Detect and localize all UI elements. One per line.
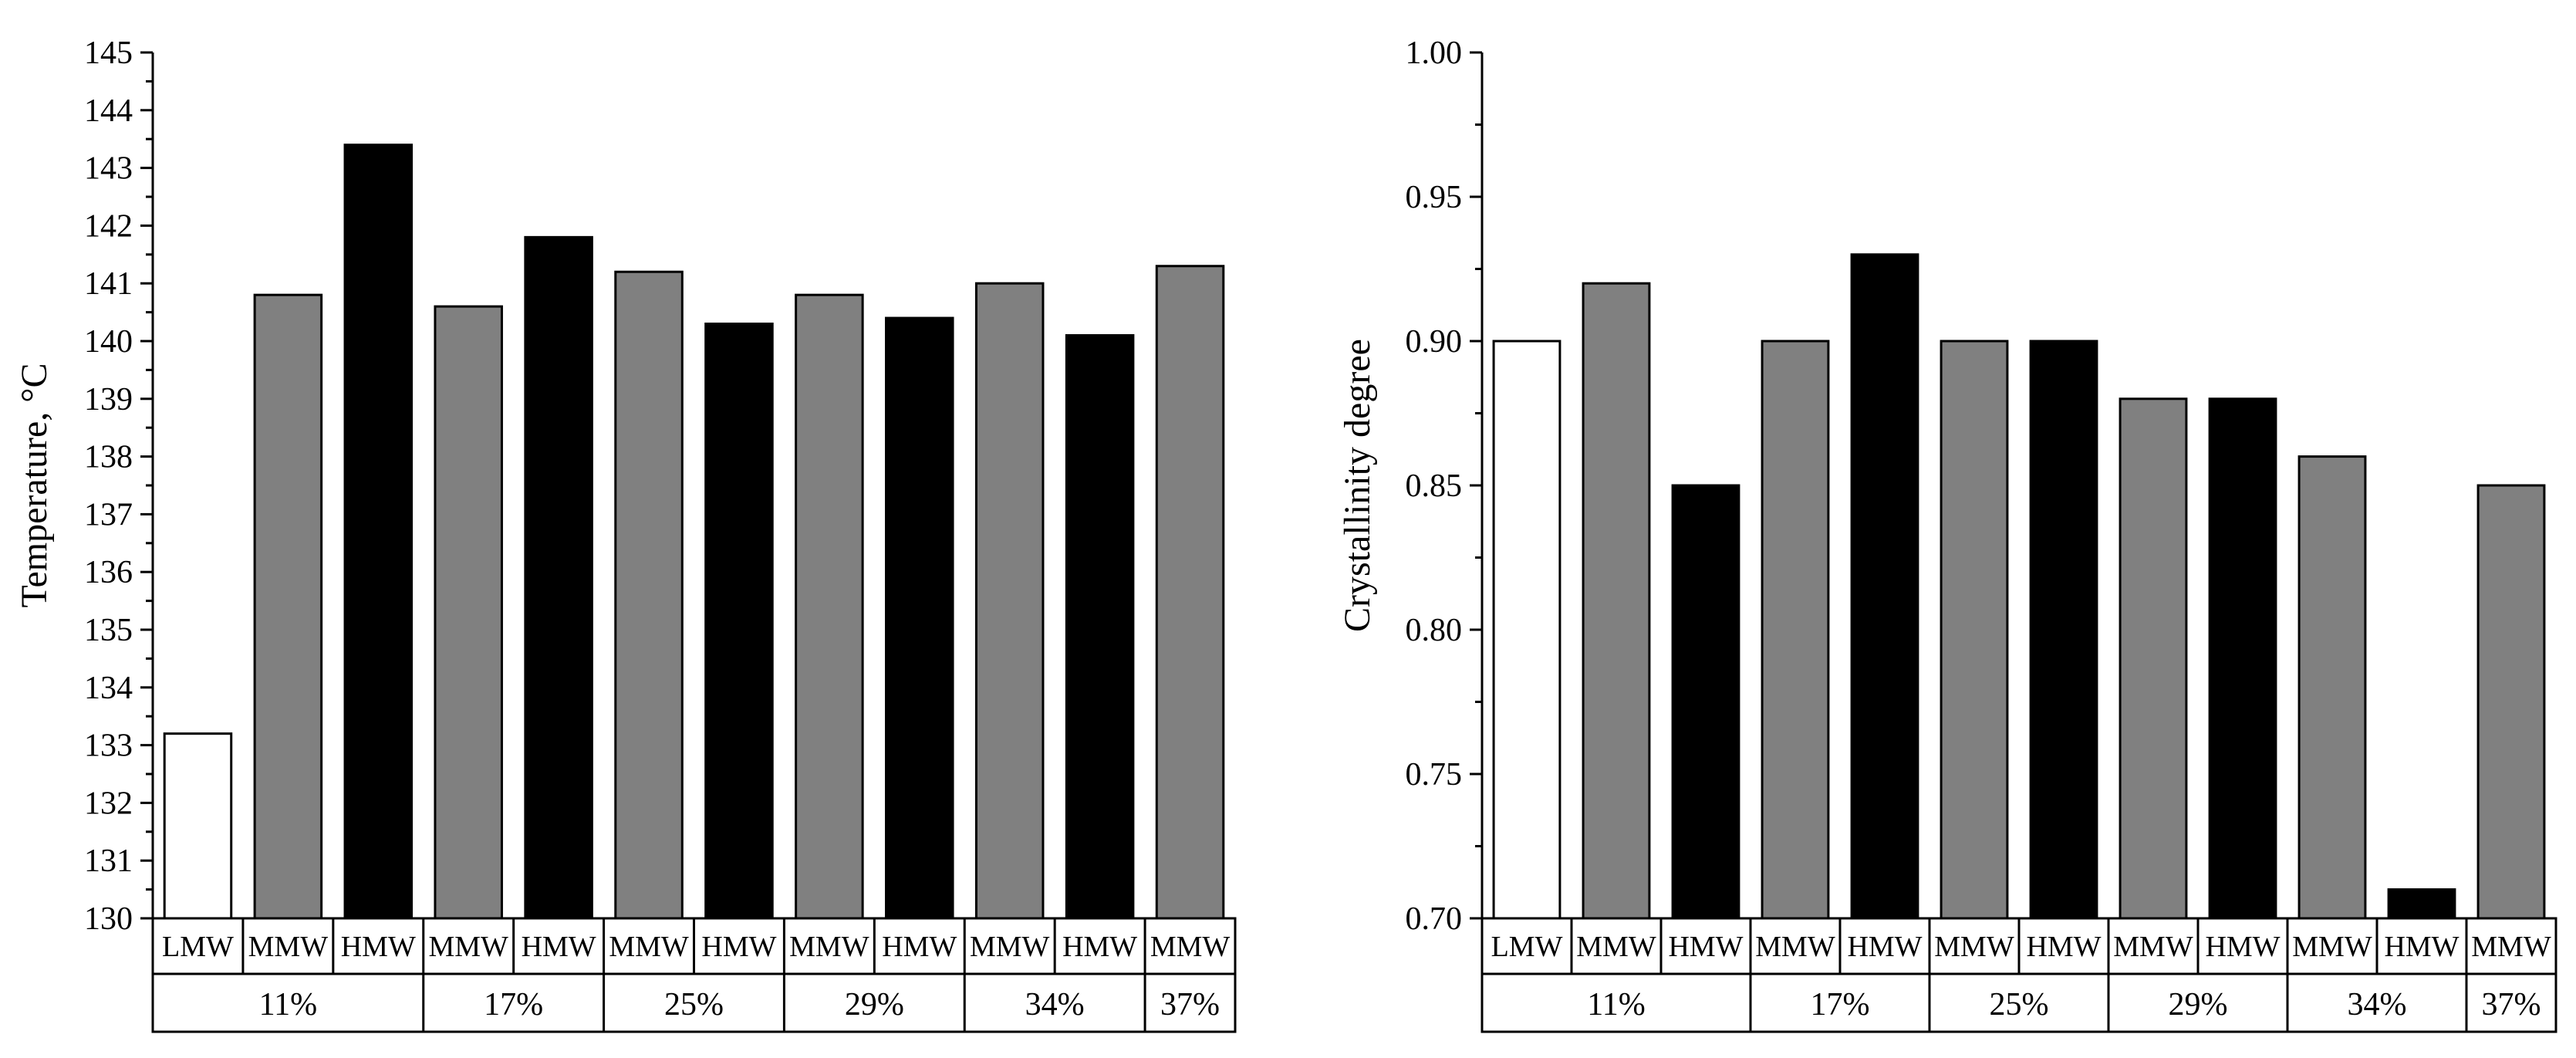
group-label: 29% (845, 987, 904, 1023)
bar-hmw (2208, 397, 2277, 920)
category-label: HMW (1847, 931, 1922, 963)
y-tick-label: 135 (84, 613, 133, 648)
group-label: 11% (1587, 987, 1645, 1023)
group-label: 34% (1025, 987, 1085, 1023)
category-label: HMW (882, 931, 957, 963)
y-tick-label: 138 (84, 440, 133, 475)
category-label: HMW (2205, 931, 2280, 963)
bar-mmw (253, 293, 323, 920)
bar-mmw (795, 293, 864, 920)
y-tick-label: 143 (84, 151, 133, 187)
category-label: HMW (522, 931, 596, 963)
category-label: MMW (248, 931, 329, 963)
bar-mmw (2297, 455, 2367, 920)
y-axis-title: Crystallinity degree (1337, 339, 1378, 632)
y-tick-label: 0.85 (1406, 468, 1463, 504)
y-tick-label: 144 (84, 93, 133, 129)
bar-mmw (974, 282, 1045, 920)
y-tick-label: 134 (84, 671, 133, 706)
group-label: 29% (2169, 987, 2228, 1023)
y-tick-label: 131 (84, 843, 133, 879)
category-label: MMW (1934, 931, 2014, 963)
bar-mmw (2476, 484, 2546, 920)
bar-hmw (524, 235, 593, 920)
group-label: 34% (2348, 987, 2407, 1023)
y-tick-label: 0.75 (1406, 757, 1463, 793)
y-tick-label: 145 (84, 35, 133, 71)
bar-hmw (2387, 888, 2456, 920)
bar-lmw (1492, 340, 1561, 920)
y-tick-label: 0.80 (1406, 613, 1463, 648)
category-label: HMW (2026, 931, 2101, 963)
bar-hmw (1850, 253, 1919, 920)
y-tick-label: 142 (84, 208, 133, 244)
y-tick-label: 139 (84, 382, 133, 417)
bar-mmw (1761, 340, 1830, 920)
category-label: LMW (1491, 931, 1563, 963)
category-label: HMW (2384, 931, 2459, 963)
group-label: 25% (1990, 987, 2049, 1023)
y-tick-label: 133 (84, 728, 133, 764)
category-label: MMW (609, 931, 689, 963)
y-tick-label: 130 (84, 901, 133, 937)
category-label: MMW (2292, 931, 2372, 963)
crystallinity-chart: 0.70 0.75 0.80 0.85 0.90 0.95 1.00 Crystallinit… (1337, 35, 2557, 1033)
y-tick-label: 140 (84, 324, 133, 360)
y-tick-label: 0.95 (1406, 180, 1463, 215)
y-tick-label: 136 (84, 555, 133, 590)
group-label: 37% (2482, 987, 2541, 1023)
bar-hmw (1065, 334, 1135, 920)
group-label: 25% (664, 987, 724, 1023)
bar-mmw (1155, 265, 1225, 920)
bar-hmw (343, 144, 414, 920)
y-tick-label: 141 (84, 266, 133, 302)
category-label: MMW (1150, 931, 1231, 963)
bar-hmw (2029, 340, 2098, 920)
y-tick-label: 132 (84, 786, 133, 821)
y-tick-label: 1.00 (1406, 35, 1463, 71)
category-label: HMW (701, 931, 776, 963)
group-row (151, 972, 1237, 1033)
category-label: LMW (162, 931, 234, 963)
bar-mmw (434, 305, 503, 920)
category-label: MMW (2113, 931, 2193, 963)
group-row (1480, 972, 2557, 1033)
bar-mmw (2119, 397, 2188, 920)
group-label: 37% (1160, 987, 1220, 1023)
group-label: 17% (484, 987, 543, 1023)
bar-hmw (885, 316, 954, 920)
group-label: 17% (1811, 987, 1870, 1023)
y-tick-label: 137 (84, 497, 133, 532)
category-label: HMW (1062, 931, 1137, 963)
category-label: MMW (1755, 931, 1835, 963)
bar-lmw (163, 732, 233, 920)
category-label: HMW (1668, 931, 1743, 963)
category-label: MMW (789, 931, 869, 963)
group-label: 11% (259, 987, 317, 1023)
y-axis-title: Temperature, °C (14, 363, 55, 607)
bar-hmw (704, 323, 774, 920)
bar-hmw (1671, 484, 1740, 920)
y-tick-label: 0.90 (1406, 324, 1463, 360)
bar-mmw (1582, 282, 1651, 920)
bar-mmw (614, 270, 684, 920)
category-label: HMW (341, 931, 416, 963)
category-label: MMW (970, 931, 1050, 963)
temperature-chart: 130 131 132 133 134 135 136 137 138 139 140 141 142 1… (14, 35, 1237, 1033)
category-label: MMW (428, 931, 508, 963)
bar-mmw (1940, 340, 2009, 920)
category-label: MMW (2471, 931, 2551, 963)
y-tick-label: 0.70 (1406, 901, 1463, 937)
category-label: MMW (1576, 931, 1656, 963)
